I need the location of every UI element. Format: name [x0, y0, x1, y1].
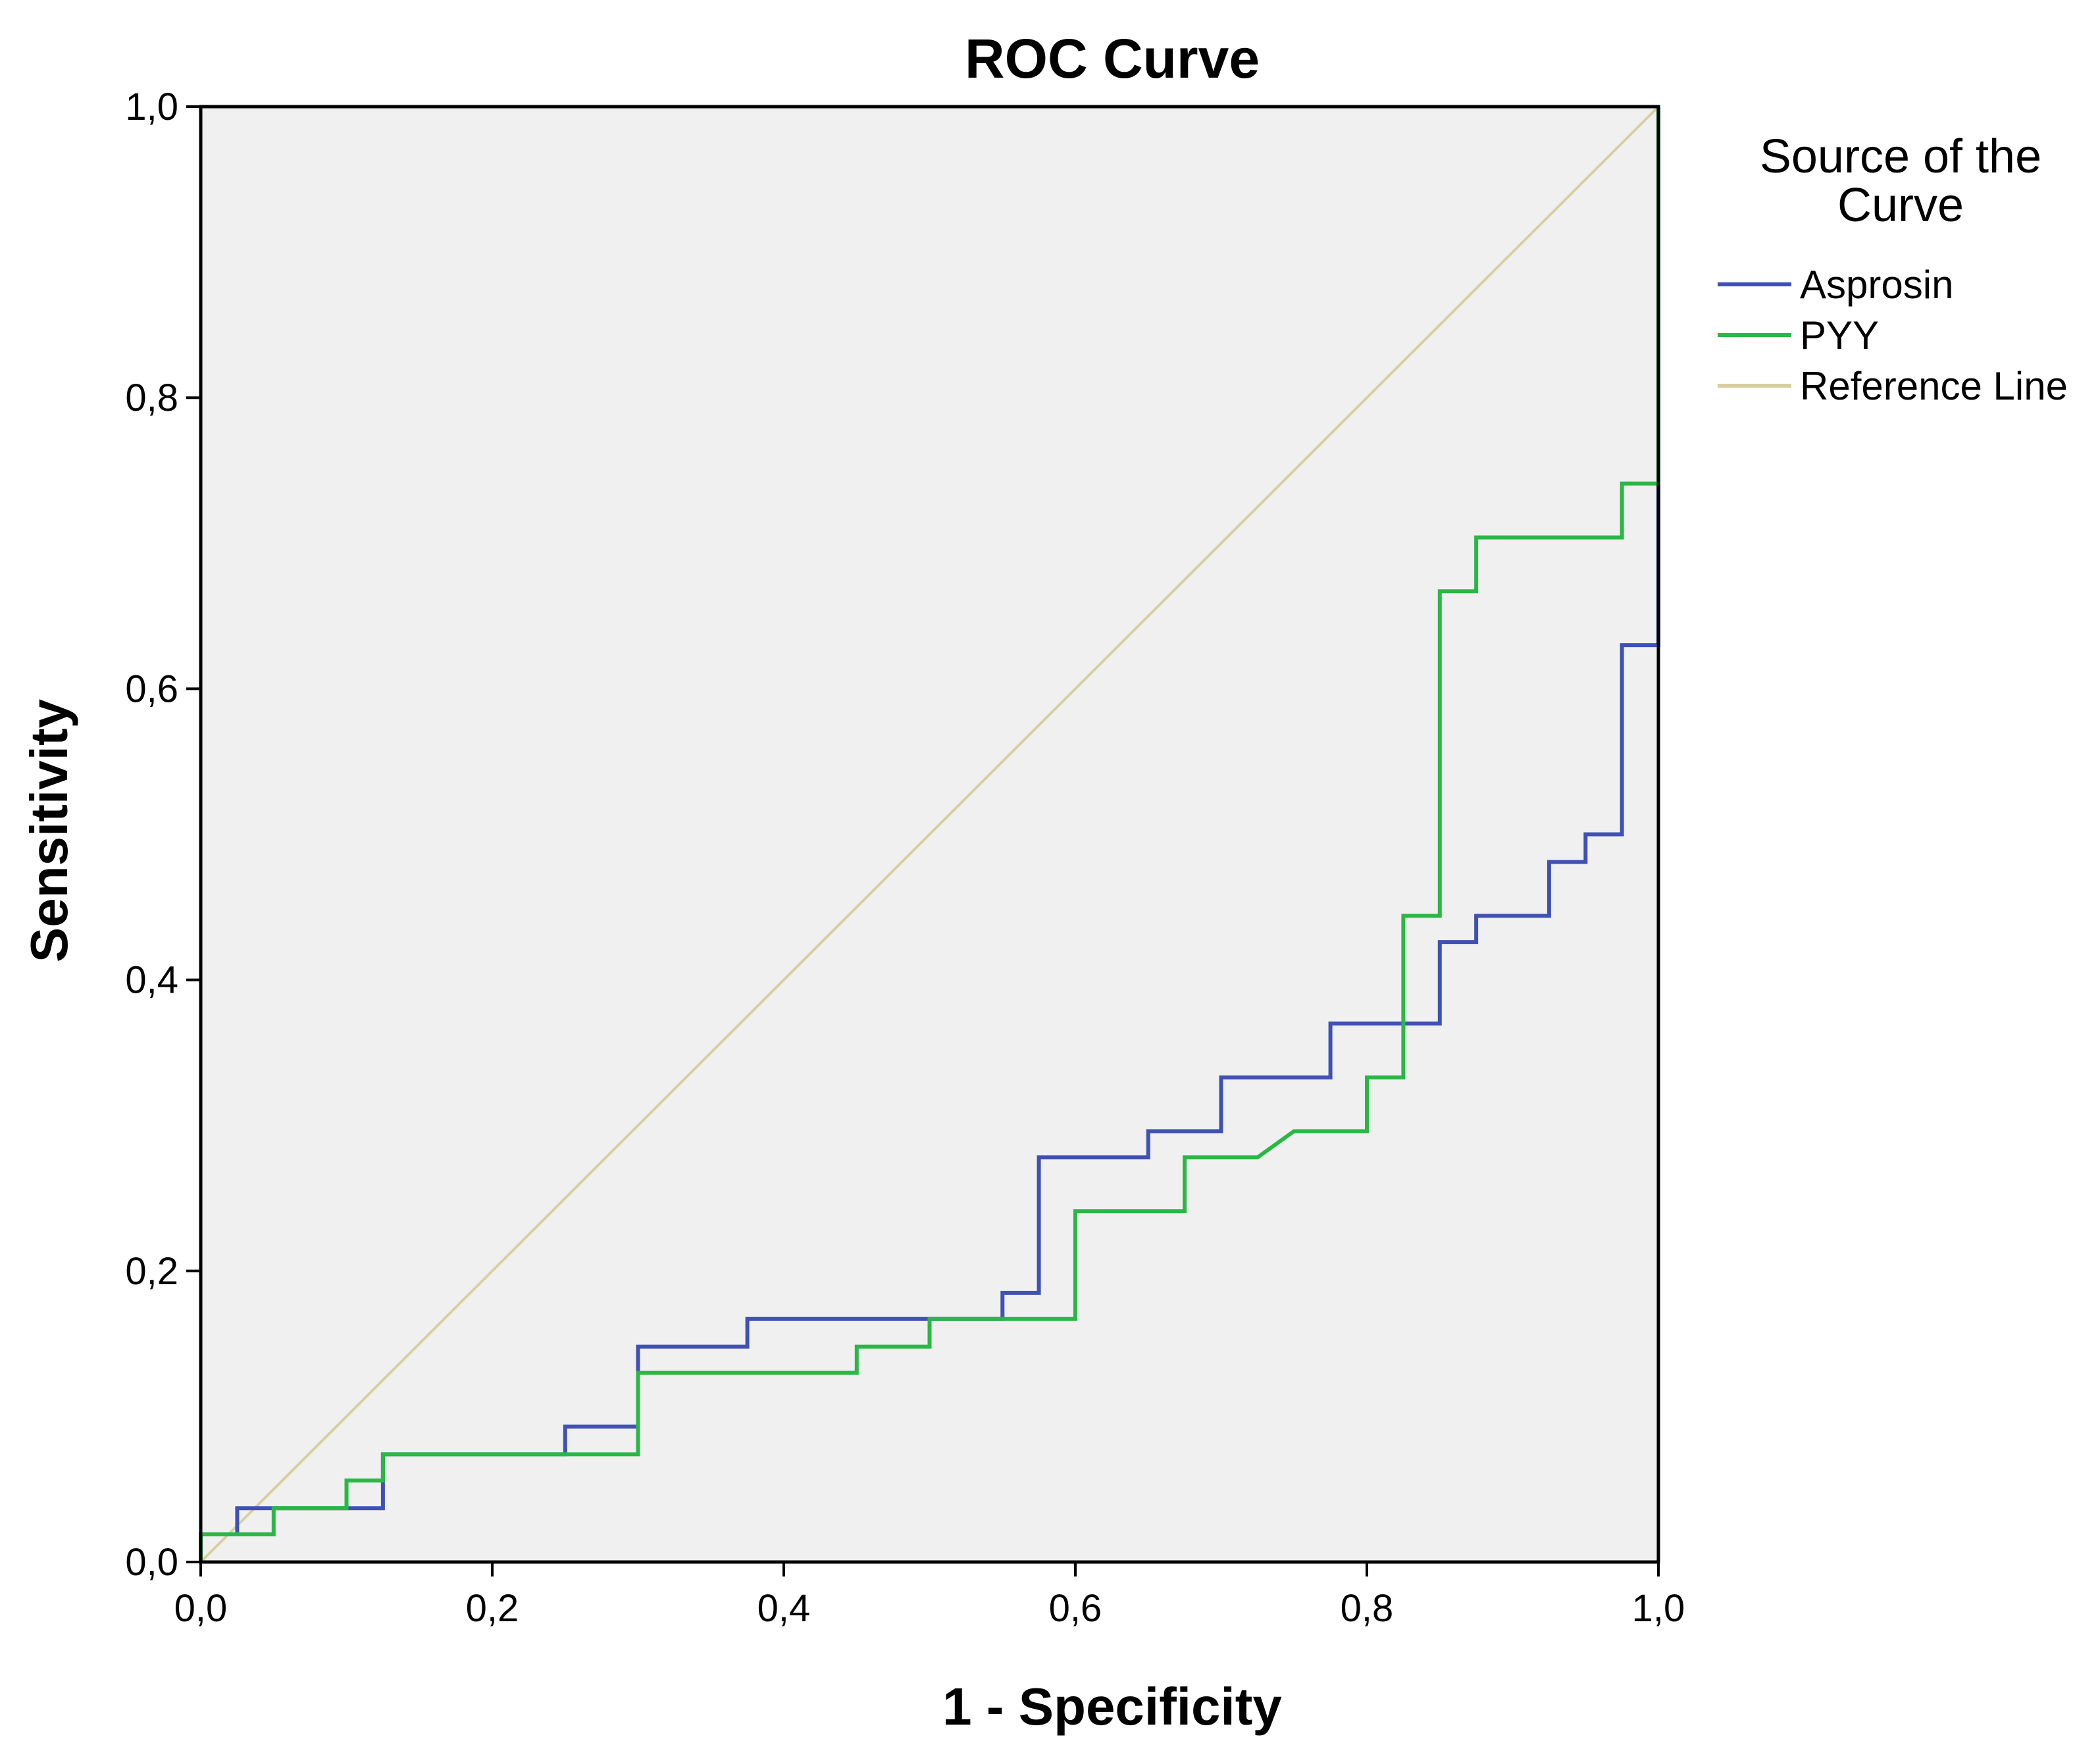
- y-axis-label: Sensitivity: [20, 698, 78, 962]
- y-tick-label: 0,0: [125, 1541, 178, 1584]
- y-tick-label: 0,2: [125, 1250, 178, 1293]
- x-tick-label: 1,0: [1632, 1587, 1685, 1630]
- y-tick-label: 0,6: [125, 667, 178, 710]
- legend: Source of the Curve Asprosin PYY Reference …: [1718, 130, 2068, 408]
- series-line-pyy: [199, 107, 1660, 1562]
- y-axis-ticks: 0,0 0,2 0,4 0,6 0,8 1,0: [125, 86, 201, 1584]
- legend-label-reference-line: Reference Line: [1800, 364, 2068, 408]
- legend-title: Source of the Curve: [1760, 130, 2041, 232]
- x-axis-ticks: 0,0 0,2 0,4 0,6 0,8 1,0: [174, 1562, 1685, 1630]
- series-layer: [199, 105, 1660, 1563]
- series-line-reference-line: [199, 105, 1660, 1563]
- x-tick-label: 0,8: [1341, 1587, 1394, 1630]
- plot-frame: [199, 105, 1660, 1564]
- y-tick-label: 0,8: [125, 377, 178, 419]
- y-tick-label: 1,0: [125, 86, 178, 128]
- legend-label-pyy: PYY: [1800, 313, 1879, 357]
- x-axis-label: 1 - Specificity: [942, 1677, 1282, 1736]
- y-tick-label: 0,4: [125, 959, 178, 1002]
- legend-label-asprosin: Asprosin: [1800, 263, 1953, 307]
- x-tick-label: 0,0: [174, 1587, 228, 1630]
- x-tick-label: 0,6: [1049, 1587, 1102, 1630]
- x-tick-label: 0,2: [466, 1587, 519, 1630]
- chart-title: ROC Curve: [965, 28, 1260, 90]
- x-tick-label: 0,4: [757, 1587, 811, 1630]
